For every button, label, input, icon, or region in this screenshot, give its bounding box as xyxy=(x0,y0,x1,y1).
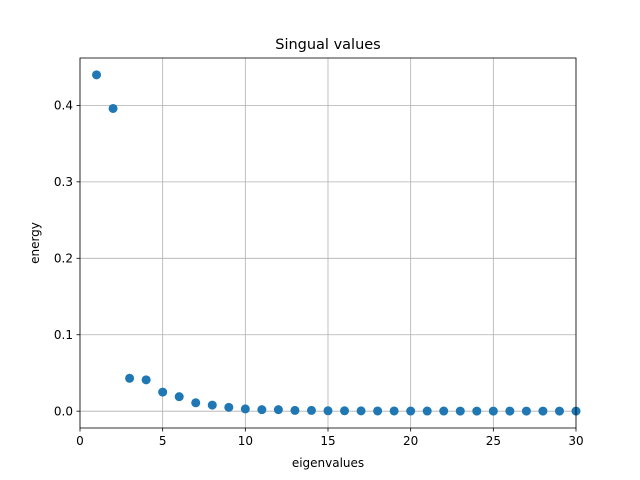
data-point xyxy=(422,406,432,416)
y-tick-label: 0.3 xyxy=(54,175,73,189)
data-point xyxy=(92,70,102,80)
x-tick-label: 25 xyxy=(486,434,501,448)
data-point xyxy=(158,387,168,397)
data-point xyxy=(323,406,333,416)
data-point xyxy=(108,103,118,113)
data-point xyxy=(240,404,250,414)
data-point xyxy=(521,406,531,416)
data-point xyxy=(257,405,267,415)
data-point xyxy=(224,402,234,412)
data-point xyxy=(207,400,217,410)
y-axis-ticks: 0.0 0.1 0.2 0.3 0.4 xyxy=(54,99,80,418)
data-point xyxy=(554,406,564,416)
data-point xyxy=(174,392,184,402)
data-point xyxy=(290,405,300,415)
x-axis-ticks: 0 5 10 15 20 25 30 xyxy=(76,428,584,448)
data-point xyxy=(455,406,465,416)
x-tick-label: 10 xyxy=(238,434,253,448)
x-tick-label: 5 xyxy=(159,434,167,448)
x-tick-label: 20 xyxy=(403,434,418,448)
y-axis-label: energy xyxy=(28,222,42,264)
data-point xyxy=(340,406,350,416)
grid-lines xyxy=(79,58,577,428)
x-axis-label: eigenvalues xyxy=(292,456,364,470)
data-point xyxy=(472,406,482,416)
x-tick-label: 0 xyxy=(76,434,84,448)
data-point xyxy=(356,406,366,416)
data-point xyxy=(141,375,151,385)
chart-title: Singual values xyxy=(275,37,381,53)
data-point xyxy=(125,373,135,383)
data-point xyxy=(439,406,449,416)
data-point xyxy=(538,406,548,416)
x-tick-label: 15 xyxy=(320,434,335,448)
data-point xyxy=(373,406,383,416)
data-point xyxy=(505,406,515,416)
data-point xyxy=(191,398,201,408)
y-tick-label: 0.0 xyxy=(54,404,73,418)
x-tick-label: 30 xyxy=(568,434,583,448)
y-tick-label: 0.4 xyxy=(54,99,73,113)
y-tick-label: 0.2 xyxy=(54,252,73,266)
data-point xyxy=(406,406,416,416)
data-point xyxy=(488,406,498,416)
data-point xyxy=(306,405,316,415)
data-point xyxy=(273,405,283,415)
data-points xyxy=(92,70,581,416)
y-tick-label: 0.1 xyxy=(54,328,73,342)
data-point xyxy=(389,406,399,416)
